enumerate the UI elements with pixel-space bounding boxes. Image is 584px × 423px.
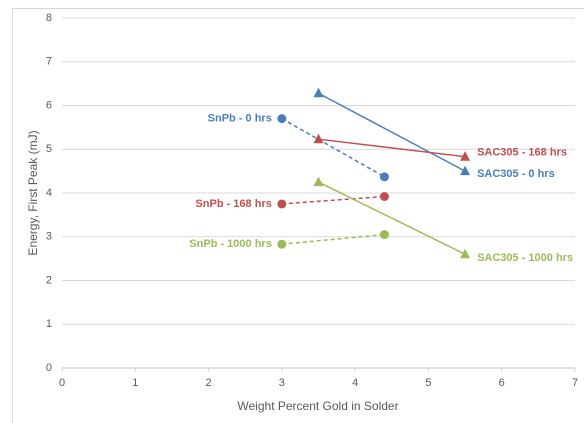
- x-tick-label: 6: [499, 377, 505, 389]
- y-tick-label: 2: [46, 274, 52, 286]
- point: [277, 239, 287, 249]
- point: [313, 133, 324, 144]
- y-axis-title: Energy, First Peak (mJ): [26, 130, 40, 255]
- series-label: SAC305 - 0 hrs: [477, 168, 555, 180]
- point: [460, 248, 471, 259]
- series-line: [318, 92, 466, 172]
- series-line: [281, 117, 385, 178]
- point: [277, 199, 287, 209]
- y-tick-label: 0: [46, 362, 52, 374]
- x-tick-label: 5: [425, 377, 431, 389]
- x-tick-label: 3: [279, 377, 285, 389]
- y-tick-label: 5: [46, 143, 52, 155]
- series-line: [281, 195, 385, 205]
- point: [313, 87, 324, 98]
- series-label: SnPb - 1000 hrs: [189, 238, 272, 250]
- series-label: SnPb - 168 hrs: [195, 198, 271, 210]
- y-tick-label: 3: [46, 231, 52, 243]
- point: [379, 230, 389, 240]
- point: [313, 176, 324, 187]
- y-tick-label: 8: [46, 12, 52, 24]
- y-tick-label: 7: [46, 56, 52, 68]
- chart-frame: [12, 8, 584, 423]
- x-tick-label: 1: [132, 377, 138, 389]
- series-label: SAC305 - 1000 hrs: [477, 252, 573, 264]
- point: [460, 165, 471, 176]
- x-tick-label: 4: [352, 377, 358, 389]
- y-tick-label: 1: [46, 318, 52, 330]
- series-label: SAC305 - 168 hrs: [477, 147, 567, 159]
- point: [277, 114, 287, 124]
- y-tick-label: 4: [46, 187, 52, 199]
- y-tick-label: 6: [46, 99, 52, 111]
- series-line: [318, 138, 466, 158]
- point: [379, 192, 389, 201]
- point: [460, 151, 471, 161]
- series-line: [318, 181, 466, 255]
- x-tick-label: 7: [572, 377, 578, 389]
- x-tick-label: 0: [59, 377, 65, 389]
- series-line: [281, 233, 385, 245]
- point: [379, 172, 389, 182]
- x-tick-label: 2: [206, 377, 212, 389]
- series-label: SnPb - 0 hrs: [208, 113, 272, 125]
- x-axis-title: Weight Percent Gold in Solder: [237, 399, 398, 413]
